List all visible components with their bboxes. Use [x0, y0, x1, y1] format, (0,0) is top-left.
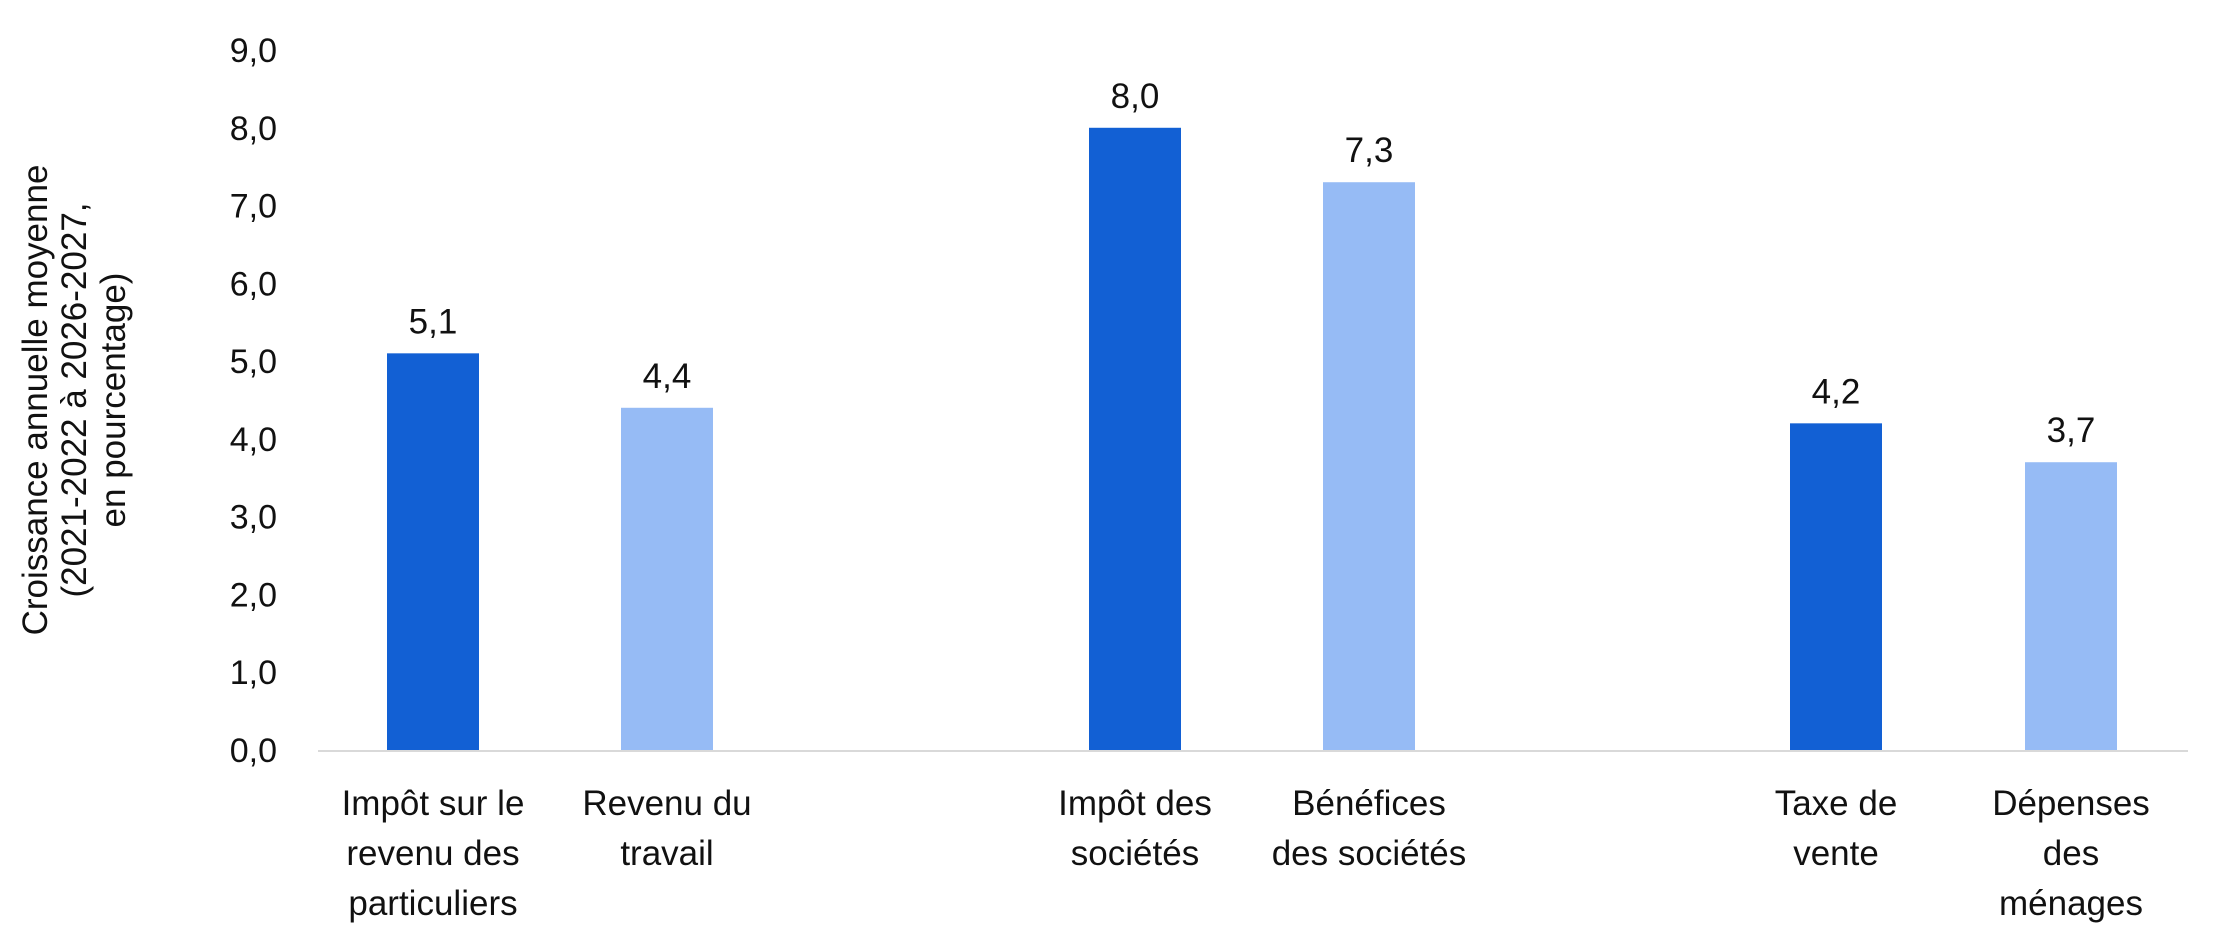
category-label-line: Dépenses: [1992, 784, 2150, 823]
category-label-line: sociétés: [1071, 834, 1199, 873]
category-label: Impôt sur le revenu des particuliers: [342, 784, 525, 923]
y-tick-label: 5,0: [230, 343, 277, 381]
category-label: Revenu du travail: [582, 784, 751, 873]
y-tick-label: 0,0: [230, 732, 277, 770]
y-axis-title-line: (2021-2022 à 2026-2027,: [55, 202, 94, 597]
bar: [1790, 423, 1882, 750]
category-label-line: des: [2043, 834, 2099, 873]
y-axis-title: Croissance annuelle moyenne(2021-2022 à …: [16, 165, 133, 636]
data-label: 4,4: [643, 357, 692, 396]
y-tick-label: 3,0: [230, 499, 277, 537]
data-labels: 5,1 4,4 8,0 7,3 4,2 3,7: [409, 77, 2096, 450]
data-label: 3,7: [2047, 411, 2096, 450]
data-label: 8,0: [1111, 77, 1160, 116]
data-label: 7,3: [1345, 131, 1394, 170]
bar: [2025, 462, 2117, 750]
category-labels: Impôt sur le revenu des particuliers Revenu…: [342, 784, 2150, 923]
bar: [1089, 127, 1181, 751]
y-axis-title-text: Croissance annuelle moyenne(2021-2022 à …: [16, 165, 133, 636]
category-label-line: ménages: [1999, 884, 2143, 923]
category-label-line: Revenu du: [582, 784, 751, 823]
category-label-line: Impôt des: [1058, 784, 1212, 823]
category-label-line: revenu des: [346, 834, 519, 873]
data-label: 5,1: [409, 302, 458, 341]
category-label-line: Bénéfices: [1292, 784, 1446, 823]
category-label-line: des sociétés: [1272, 834, 1467, 873]
category-label-line: Taxe de: [1775, 784, 1898, 823]
category-label: Bénéfices des sociétés: [1272, 784, 1467, 873]
category-label-line: travail: [620, 834, 713, 873]
category-label-line: Impôt sur le: [342, 784, 525, 823]
y-tick-label: 7,0: [230, 188, 277, 226]
y-axis-ticks: 0,0 1,0 2,0 3,0 4,0 5,0 6,0 7,0 8,0 9,0: [230, 32, 277, 770]
category-label-line: particuliers: [348, 884, 517, 923]
bar: [387, 353, 479, 750]
data-label: 4,2: [1812, 372, 1861, 411]
y-axis-title-line: Croissance annuelle moyenne: [16, 165, 55, 636]
y-tick-label: 1,0: [230, 654, 277, 692]
category-label: Taxe de vente: [1775, 784, 1898, 873]
y-tick-label: 4,0: [230, 421, 277, 459]
bar: [621, 407, 713, 750]
category-label: Impôt des sociétés: [1058, 784, 1212, 873]
y-tick-label: 6,0: [230, 265, 277, 303]
y-axis-title-line: en pourcentage): [94, 273, 133, 528]
category-label-line: vente: [1793, 834, 1879, 873]
bar: [1323, 182, 1415, 750]
y-tick-label: 2,0: [230, 576, 277, 614]
category-label: Dépenses des ménages: [1992, 784, 2150, 923]
y-tick-label: 8,0: [230, 110, 277, 148]
bars: [387, 127, 2117, 751]
y-tick-label: 9,0: [230, 32, 277, 70]
